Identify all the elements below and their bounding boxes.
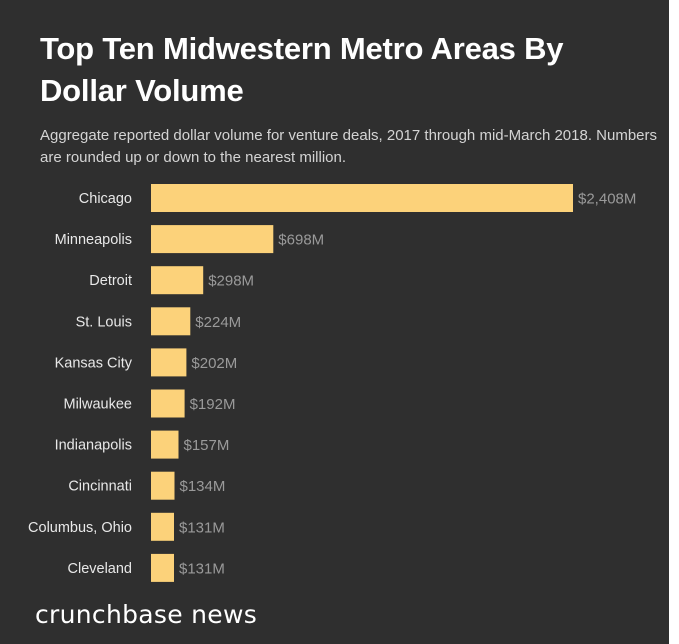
category-label: Minneapolis: [55, 232, 132, 248]
value-label: $131M: [179, 560, 225, 577]
category-label: Indianapolis: [55, 438, 132, 454]
value-label: $298M: [208, 273, 254, 290]
value-label: $157M: [184, 437, 230, 454]
value-label: $202M: [191, 355, 237, 372]
chart-subtitle: Aggregate reported dollar volume for ven…: [40, 127, 658, 166]
right-margin: [669, 0, 679, 644]
bar: [151, 307, 191, 336]
category-label: Milwaukee: [64, 397, 133, 413]
value-label: $134M: [180, 478, 226, 495]
value-label: $192M: [190, 396, 236, 413]
value-label: $131M: [179, 519, 225, 536]
value-label: $2,408M: [578, 191, 636, 208]
bar: [151, 184, 573, 212]
bar: [151, 389, 185, 418]
category-label: Cincinnati: [68, 479, 132, 495]
bar-chart: Chicago $2,408M Minneapolis $698M Detroit $29…: [28, 184, 636, 582]
category-label: St. Louis: [76, 314, 132, 330]
category-label: Cleveland: [68, 561, 133, 577]
bar: [151, 471, 175, 500]
category-label: Kansas City: [55, 355, 133, 371]
chart-title: Top Ten Midwestern Metro Areas By Dollar…: [40, 31, 564, 108]
value-label: $698M: [278, 232, 324, 249]
bar: [151, 512, 174, 541]
category-label: Chicago: [79, 191, 132, 207]
bar: [151, 348, 187, 377]
bar: [151, 266, 204, 295]
category-label: Detroit: [89, 273, 132, 289]
bar: [151, 225, 274, 254]
bar: [151, 553, 174, 582]
bar: [151, 430, 179, 459]
crunchbase-news-logo: crunchbase news: [35, 600, 258, 629]
value-label: $224M: [195, 314, 241, 331]
category-label: Columbus, Ohio: [28, 520, 132, 536]
